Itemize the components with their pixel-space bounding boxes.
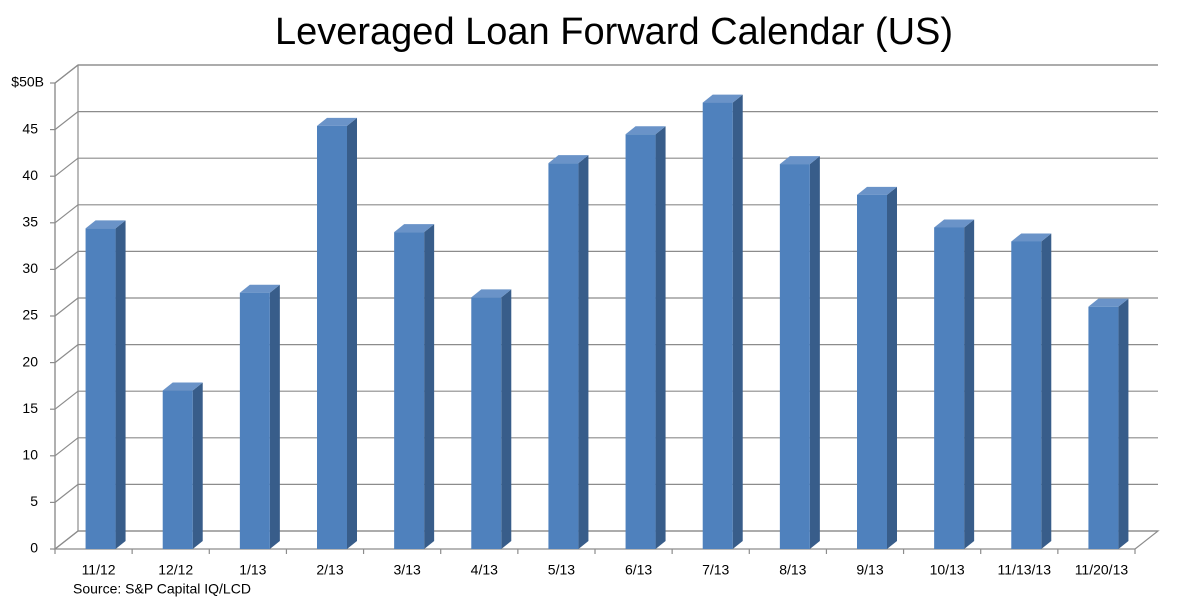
bar-side — [269, 284, 280, 549]
side-grid-line — [54, 344, 79, 364]
bar-side — [887, 186, 897, 549]
bar-side — [347, 117, 357, 549]
bar-front — [1088, 306, 1119, 549]
bar-top — [625, 126, 666, 135]
bar-front — [934, 227, 965, 549]
y-tick-label: $50B — [11, 74, 44, 90]
bar-side — [809, 156, 820, 550]
bar-side — [192, 382, 203, 549]
bar-top — [471, 289, 512, 298]
bar-side — [424, 224, 435, 549]
y-tick-label: 45 — [22, 120, 38, 136]
bar-front — [702, 102, 733, 550]
x-tick-label: 11/13/13 — [998, 562, 1052, 578]
y-tick-label: 10 — [22, 447, 38, 463]
x-tick-label: 2/13 — [316, 562, 343, 578]
bar — [857, 186, 897, 549]
bar-top — [548, 155, 589, 164]
side-grid-line — [54, 157, 79, 177]
bar-top — [1011, 233, 1052, 242]
side-grid-line — [54, 530, 79, 550]
chart-title: Leveraged Loan Forward Calendar (US) — [275, 11, 953, 53]
x-tick-label: 11/20/13 — [1075, 562, 1129, 578]
side-grid-line — [54, 111, 79, 131]
bar — [1088, 298, 1129, 549]
x-tick-label: 9/13 — [856, 562, 883, 578]
bar — [625, 126, 666, 549]
bar-side — [578, 155, 589, 550]
bar-side — [732, 94, 743, 550]
bar-side — [115, 220, 126, 549]
bar — [779, 156, 820, 550]
bar — [317, 117, 357, 549]
x-tick-label: 1/13 — [239, 562, 266, 578]
bar-side — [1041, 233, 1052, 549]
bar-top — [239, 284, 280, 293]
y-tick-label: 20 — [22, 353, 38, 369]
bar-front — [548, 163, 579, 550]
bar-top — [394, 224, 435, 233]
bar-front — [85, 228, 116, 549]
bar-front — [394, 232, 425, 549]
x-tick-label: 11/12 — [82, 562, 116, 578]
bar — [934, 219, 975, 549]
bar-front — [779, 164, 810, 550]
y-tick-label: 35 — [22, 214, 38, 230]
x-tick-label: 8/13 — [779, 562, 806, 578]
y-tick-label: 30 — [22, 260, 38, 276]
x-tick-label: 3/13 — [394, 562, 421, 578]
bar-top — [1088, 298, 1129, 307]
bar-side — [1118, 298, 1129, 549]
side-grid-line — [54, 64, 79, 84]
side-grid-line — [54, 297, 79, 317]
side-grid-line — [54, 204, 79, 224]
bar-front — [162, 390, 193, 549]
x-tick-label: 4/13 — [471, 562, 498, 578]
x-tick-label: 6/13 — [625, 562, 652, 578]
side-grid-line — [54, 483, 79, 503]
bar-side — [964, 219, 975, 549]
y-tick-label: 0 — [30, 540, 38, 556]
bar-top — [85, 220, 126, 229]
bar — [548, 155, 589, 550]
source-note: Source: S&P Capital IQ/LCD — [73, 581, 251, 597]
y-tick-label: 5 — [30, 493, 38, 509]
y-tick-label: 40 — [22, 167, 38, 183]
bar-front — [471, 297, 502, 549]
side-grid-line — [54, 250, 79, 270]
x-tick-label: 10/13 — [930, 562, 965, 578]
x-tick-label: 7/13 — [702, 562, 729, 578]
bar — [394, 224, 435, 549]
bar — [702, 94, 743, 550]
bar-top — [702, 94, 743, 103]
bar-top — [317, 117, 357, 126]
bar-front — [857, 194, 887, 549]
y-tick-label: 15 — [22, 400, 38, 416]
bar-front — [239, 292, 270, 549]
bar — [239, 284, 280, 549]
bar-top — [934, 219, 975, 228]
bar-front — [1011, 241, 1042, 549]
bar-side — [501, 289, 512, 549]
bar — [162, 382, 203, 549]
bar-front — [625, 134, 656, 549]
y-tick-label: 25 — [22, 307, 38, 323]
x-tick-label: 12/12 — [158, 562, 193, 578]
side-grid-line — [54, 437, 79, 457]
floor — [53, 530, 1160, 550]
bar — [471, 289, 512, 549]
bar — [1011, 233, 1052, 549]
side-grid-line — [54, 390, 79, 410]
bar-top — [162, 382, 203, 391]
bar-front — [317, 125, 347, 549]
bar-top — [857, 186, 897, 195]
bar — [85, 220, 126, 549]
x-tick-label: 5/13 — [548, 562, 575, 578]
wall-outline — [54, 64, 1158, 549]
bar-top — [779, 156, 820, 165]
bar-side — [655, 126, 666, 549]
